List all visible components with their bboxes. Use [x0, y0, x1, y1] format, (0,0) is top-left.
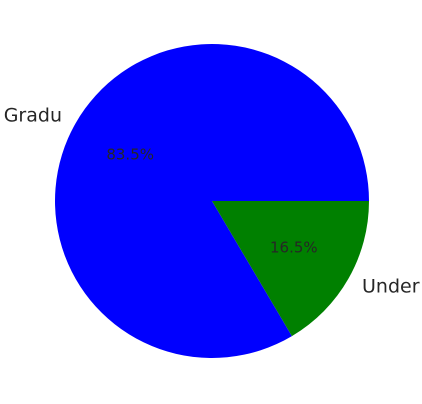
- pie-slice-gradu: [54, 44, 370, 359]
- pie-pct-label-under: 16.5%: [270, 239, 318, 257]
- pie-category-label-gradu: Gradu: [4, 104, 62, 126]
- pie-slice-under: [212, 201, 369, 337]
- pie-category-label-under: Under: [362, 276, 420, 298]
- pie-slices: [54, 44, 370, 359]
- pie-labels: 83.5% Gradu 16.5% Under: [4, 104, 420, 297]
- pie-pct-label-gradu: 83.5%: [106, 145, 154, 163]
